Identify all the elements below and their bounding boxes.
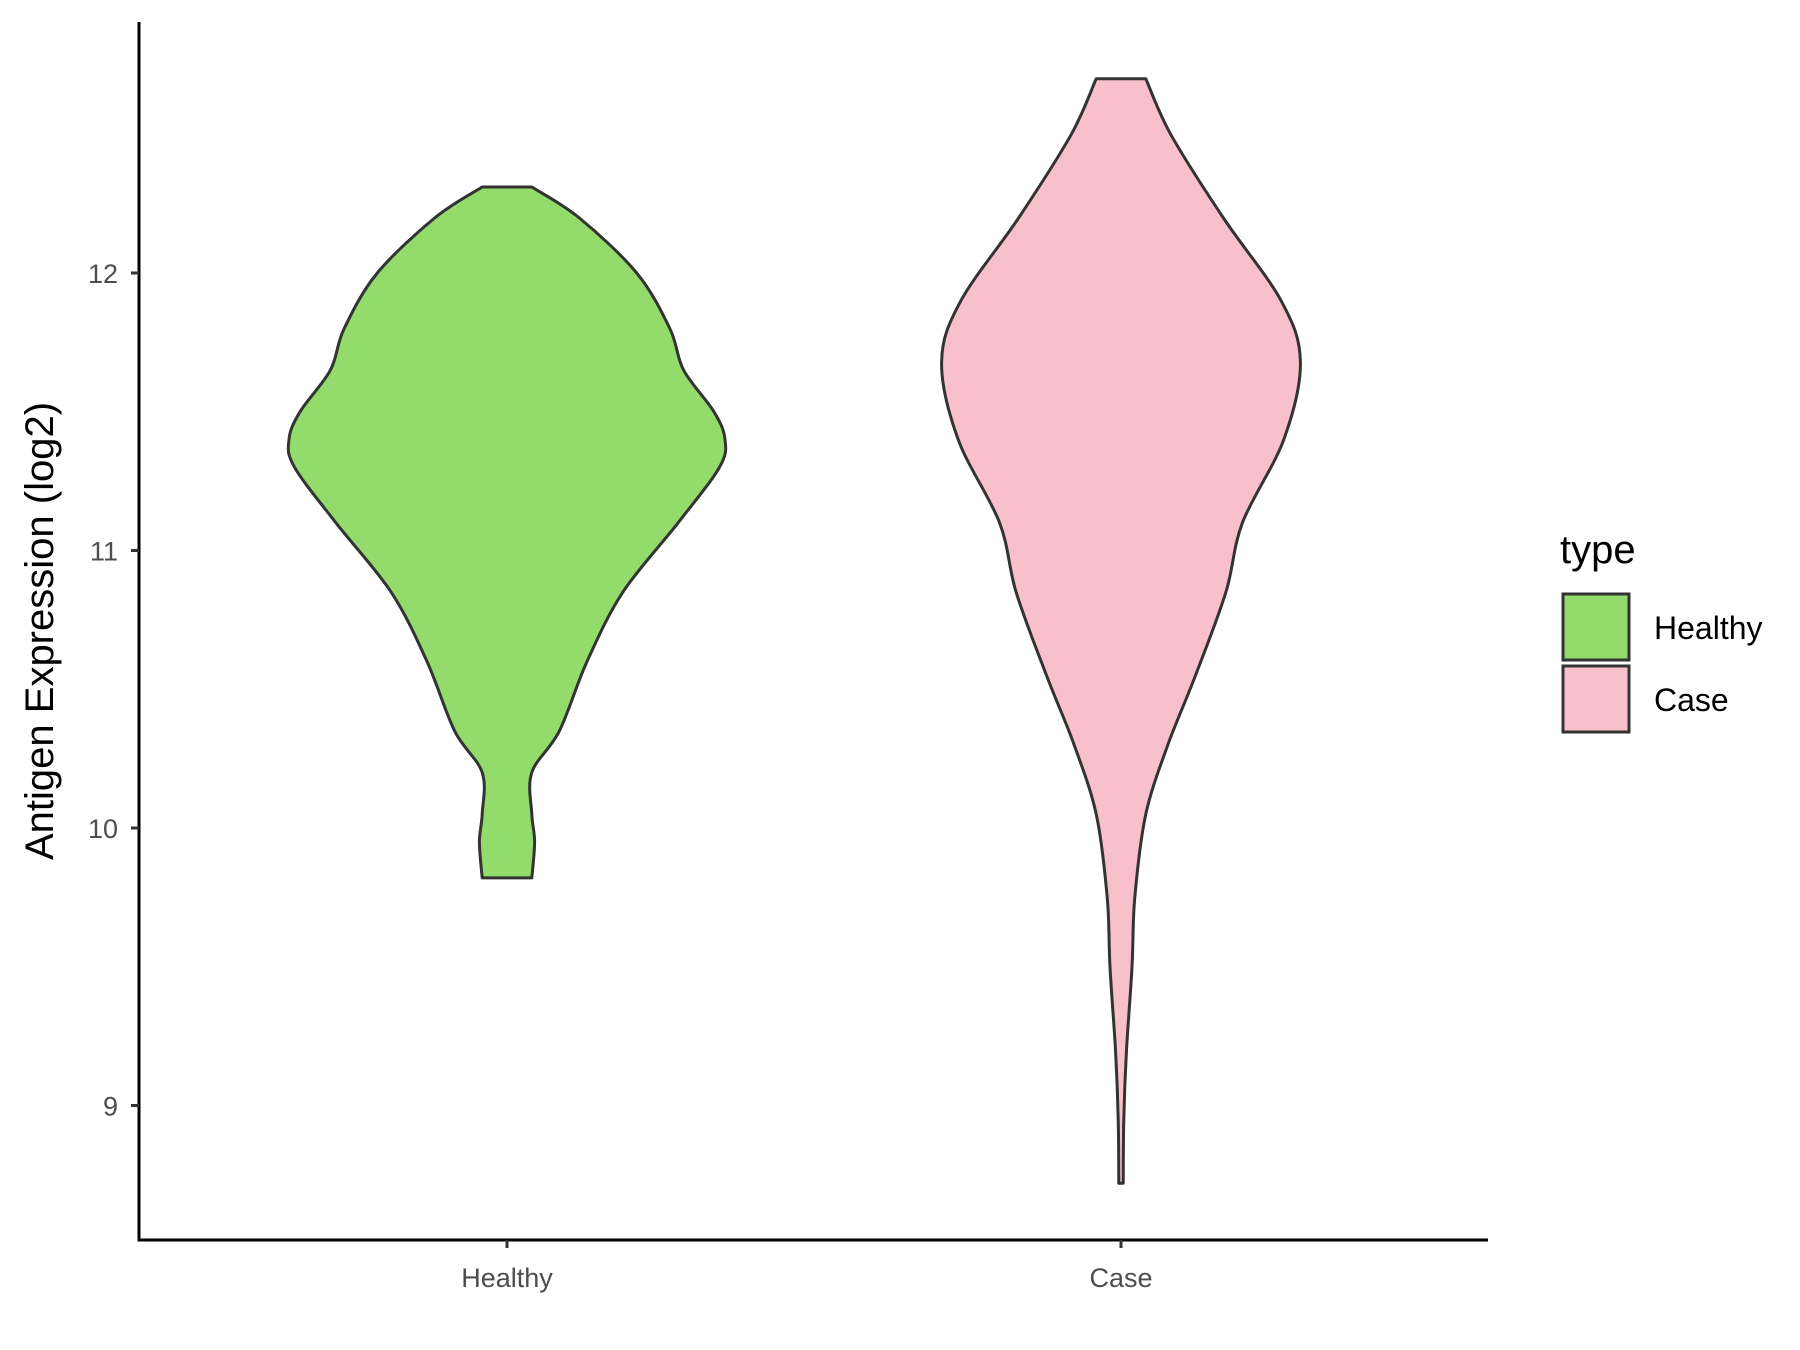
legend: type Healthy Case <box>1560 528 1763 734</box>
legend-items: Healthy Case <box>1561 592 1763 734</box>
legend-label-healthy: Healthy <box>1654 610 1763 646</box>
y-tick-label: 9 <box>103 1092 118 1122</box>
axes <box>137 22 1488 1242</box>
y-tick-label: 12 <box>88 259 118 289</box>
legend-label-case: Case <box>1654 682 1729 718</box>
violin-healthy <box>286 185 728 880</box>
violin-layer <box>286 77 1302 1185</box>
x-ticks: Healthy Case <box>461 1240 1153 1293</box>
legend-title: type <box>1560 528 1636 572</box>
x-tick-label: Healthy <box>461 1263 553 1293</box>
y-tick-label: 10 <box>88 814 118 844</box>
y-tick-label: 11 <box>90 537 118 567</box>
y-axis-title: Antigen Expression (log2) <box>18 402 62 860</box>
legend-key-case <box>1561 664 1631 734</box>
y-ticks: 9 10 11 12 <box>88 259 139 1122</box>
legend-key-healthy <box>1561 592 1631 662</box>
violin-case <box>940 77 1302 1185</box>
x-tick-label: Case <box>1089 1263 1152 1293</box>
